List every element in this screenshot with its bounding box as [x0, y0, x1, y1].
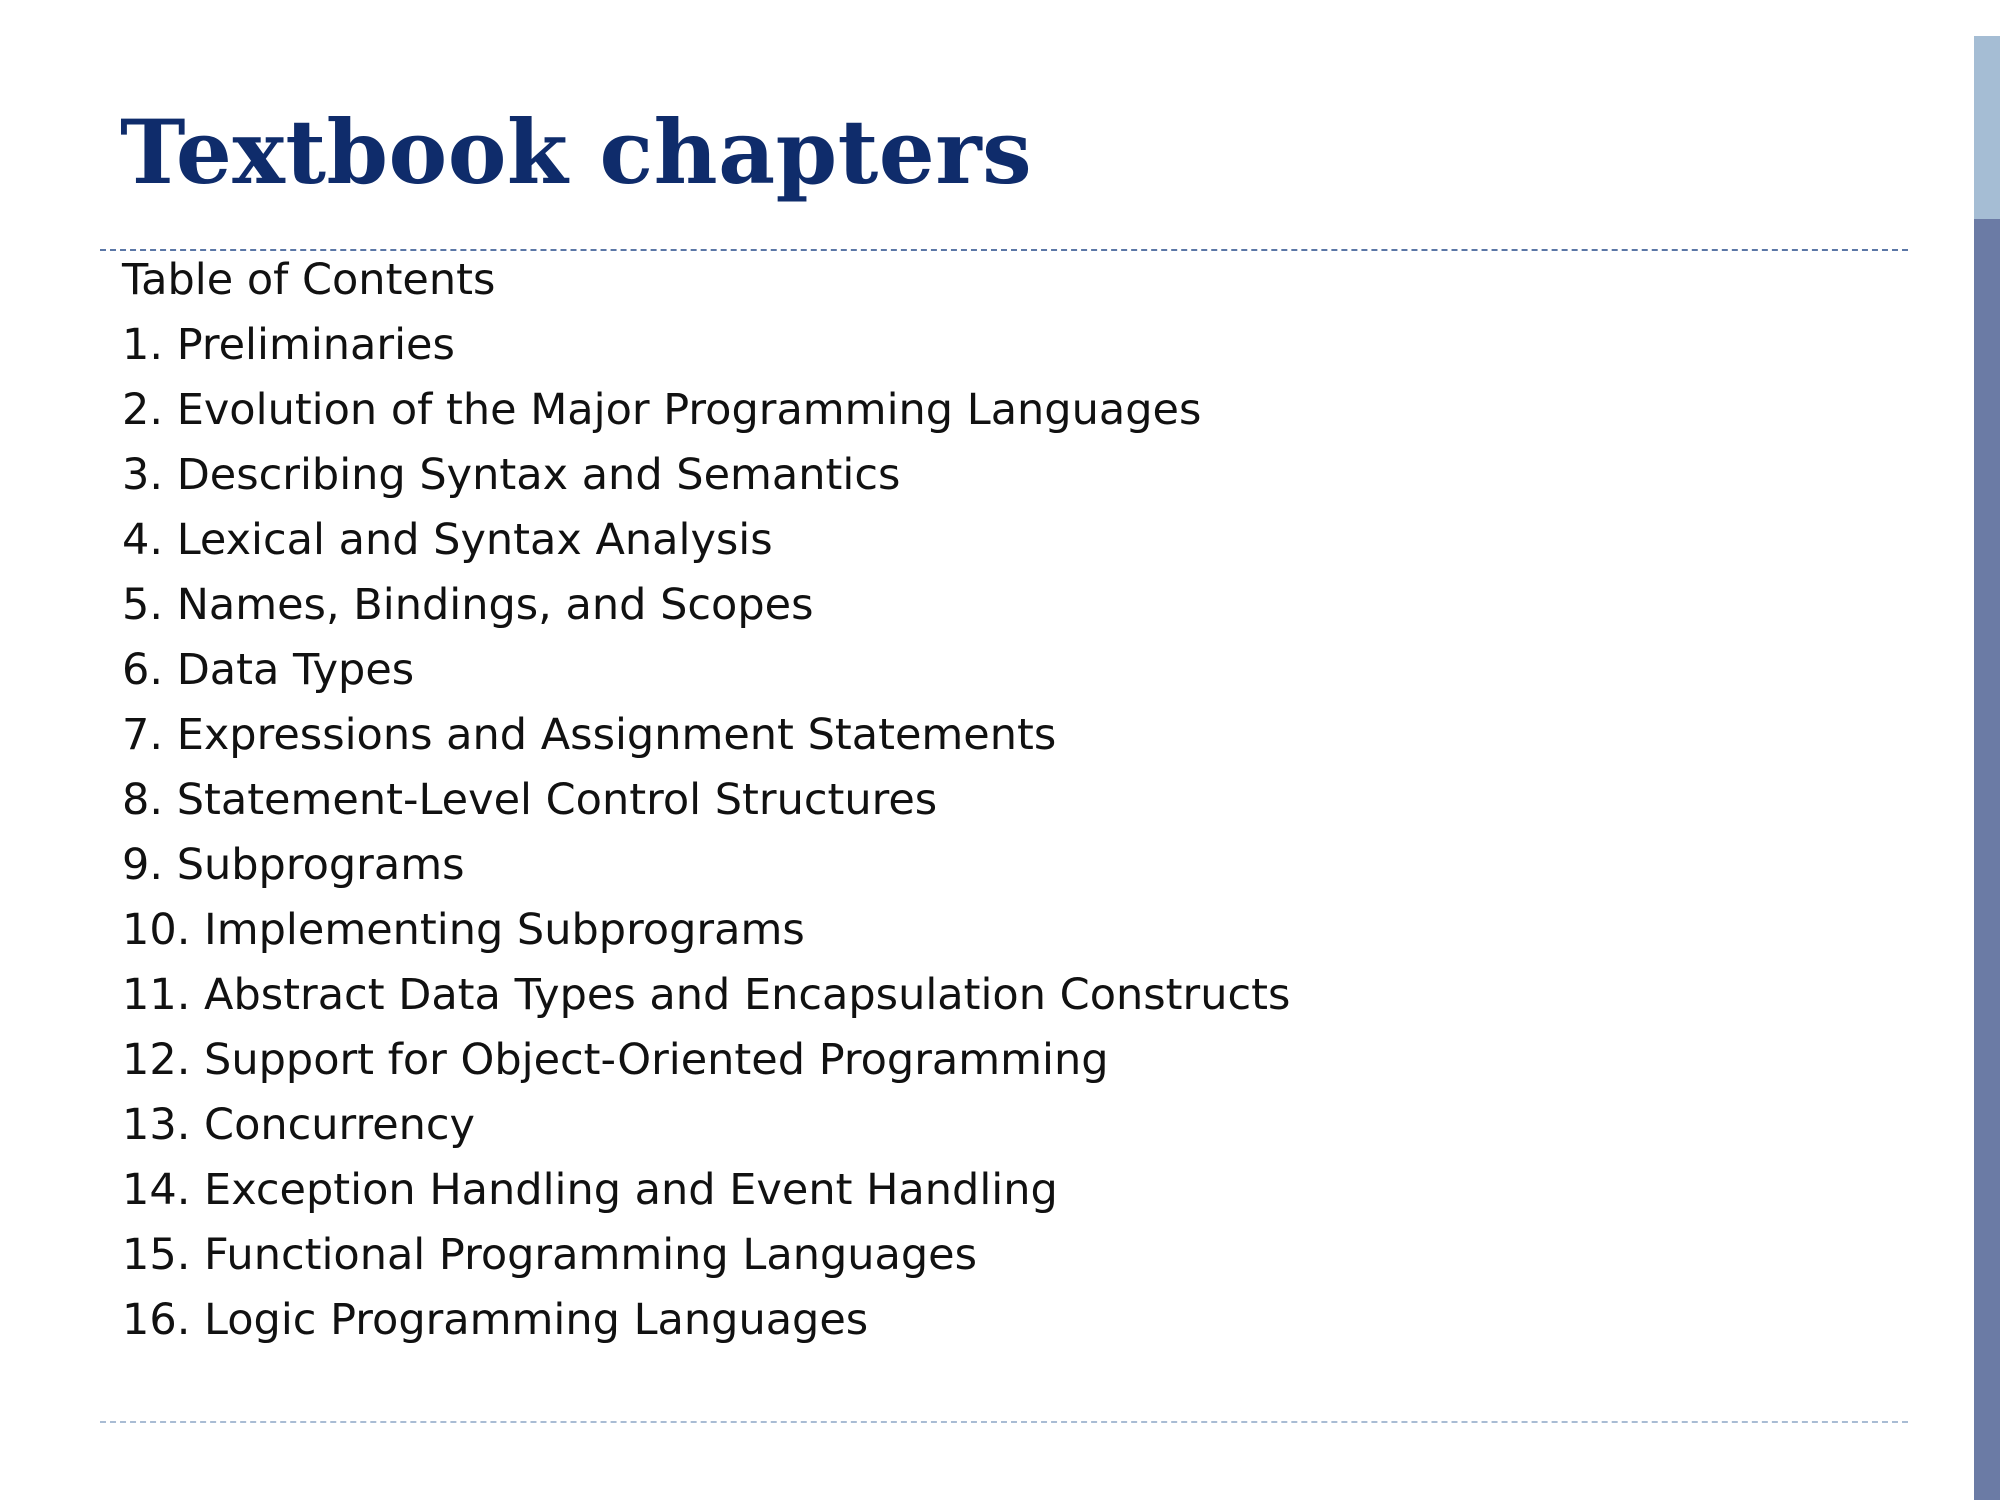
- slide-title: Textbook chapters: [120, 100, 1033, 204]
- chapter-item: 6. Data Types: [122, 645, 415, 695]
- chapter-item: 9. Subprograms: [122, 840, 465, 890]
- toc-heading: Table of Contents: [122, 255, 496, 305]
- chapter-item: 12. Support for Object-Oriented Programm…: [122, 1035, 1109, 1085]
- chapter-item: 1. Preliminaries: [122, 320, 455, 370]
- chapter-item: 4. Lexical and Syntax Analysis: [122, 515, 773, 565]
- chapter-item: 8. Statement-Level Control Structures: [122, 775, 938, 825]
- footer-divider: [100, 1421, 1908, 1423]
- table-of-contents: Table of Contents 1. Preliminaries 2. Ev…: [122, 248, 1290, 1353]
- sidebar-accent-dark: [1974, 219, 2000, 1500]
- chapter-item: 2. Evolution of the Major Programming La…: [122, 385, 1202, 435]
- chapter-item: 14. Exception Handling and Event Handlin…: [122, 1165, 1058, 1215]
- chapter-item: 3. Describing Syntax and Semantics: [122, 450, 901, 500]
- chapter-item: 10. Implementing Subprograms: [122, 905, 805, 955]
- title-divider: [100, 249, 1908, 251]
- sidebar-accent-light: [1974, 36, 2000, 219]
- chapter-item: 11. Abstract Data Types and Encapsulatio…: [122, 970, 1291, 1020]
- chapter-item: 5. Names, Bindings, and Scopes: [122, 580, 814, 630]
- chapter-item: 16. Logic Programming Languages: [122, 1295, 869, 1345]
- chapter-item: 15. Functional Programming Languages: [122, 1230, 978, 1280]
- chapter-item: 7. Expressions and Assignment Statements: [122, 710, 1057, 760]
- chapter-list: 1. Preliminaries 2. Evolution of the Maj…: [122, 313, 1290, 1353]
- chapter-item: 13. Concurrency: [122, 1100, 475, 1150]
